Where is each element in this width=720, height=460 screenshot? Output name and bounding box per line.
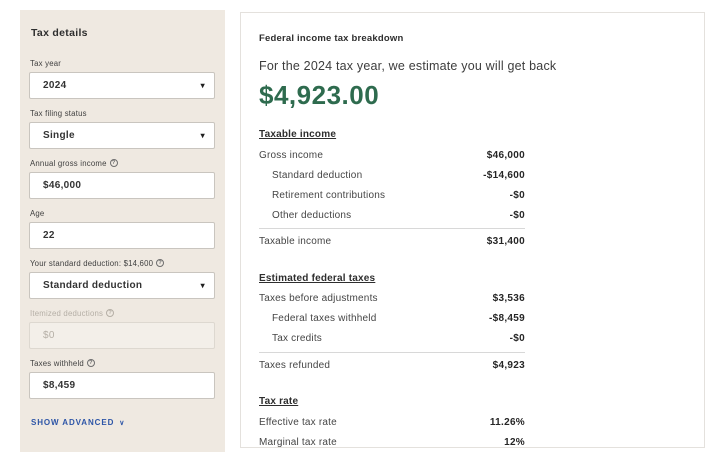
section-heading: Taxable income	[259, 129, 337, 140]
itemized-deductions-label: Itemized deductions ?	[30, 308, 215, 318]
tax-year-value: 2024	[43, 80, 67, 91]
filing-status-label: Tax filing status	[30, 108, 87, 118]
filing-status-select[interactable]: Single ▾	[29, 122, 215, 149]
table-row: Federal taxes withheld -$8,459	[272, 313, 525, 324]
gross-income-value: $46,000	[43, 180, 82, 191]
standard-deduction-label: Your standard deduction: $14,600 ?	[30, 258, 215, 268]
refund-subtitle: For the 2024 tax year, we estimate you w…	[259, 59, 557, 73]
table-row: Gross income $46,000	[259, 149, 525, 161]
sidebar-title: Tax details	[31, 27, 88, 39]
field-group-filing-status: Tax filing status Single ▾	[29, 108, 215, 149]
field-group-tax-year: Tax year 2024 ▾	[29, 58, 215, 99]
refund-amount: $4,923.00	[259, 80, 380, 110]
table-row: Retirement contributions -$0	[272, 189, 525, 201]
field-group-taxes-withheld: Taxes withheld ? $8,459	[29, 358, 215, 399]
age-label: Age	[30, 208, 45, 218]
section-taxable-income: Taxable income Gross income $46,000 Stan…	[259, 129, 525, 252]
taxes-withheld-value: $8,459	[43, 380, 76, 391]
taxes-withheld-label: Taxes withheld ?	[30, 358, 215, 368]
table-row: Standard deduction -$14,600	[272, 169, 525, 181]
tax-year-select[interactable]: 2024 ▾	[29, 72, 215, 99]
gross-income-label: Annual gross income ?	[30, 158, 215, 168]
deduction-type-value: Standard deduction	[43, 280, 143, 291]
taxes-withheld-input[interactable]: $8,459	[29, 372, 215, 399]
tax-details-sidebar: Tax details Tax year 2024 ▾ Tax filing s…	[20, 10, 225, 452]
chevron-down-icon: ▾	[200, 131, 205, 140]
info-icon[interactable]: ?	[106, 309, 115, 317]
table-row-total: Taxes refunded $4,923	[259, 351, 525, 376]
tax-breakdown-panel: Federal income tax breakdown For the 202…	[240, 12, 705, 448]
info-icon[interactable]: ?	[109, 159, 118, 167]
section-estimated-federal-taxes: Estimated federal taxes Taxes before adj…	[259, 273, 525, 376]
filing-status-value: Single	[43, 130, 75, 141]
show-advanced-link[interactable]: SHOW ADVANCED ∨	[31, 418, 126, 427]
deduction-type-select[interactable]: Standard deduction ▾	[29, 272, 215, 299]
panel-title: Federal income tax breakdown	[259, 33, 404, 44]
itemized-deductions-value: $0	[43, 330, 55, 341]
section-heading: Estimated federal taxes	[259, 272, 376, 284]
chevron-down-icon: ∨	[119, 419, 126, 427]
section-heading: Tax rate	[259, 396, 299, 407]
chevron-down-icon: ▾	[200, 81, 205, 90]
field-group-gross-income: Annual gross income ? $46,000	[29, 158, 215, 199]
info-icon[interactable]: ?	[86, 359, 95, 367]
gross-income-input[interactable]: $46,000	[29, 172, 215, 199]
table-row: Marginal tax rate 12%	[259, 436, 525, 448]
table-row: Effective tax rate 11.26%	[259, 416, 525, 428]
table-row-total: Taxable income $31,400	[259, 228, 525, 252]
field-group-age: Age 22	[29, 208, 215, 249]
field-group-itemized-deductions: Itemized deductions ? $0	[29, 308, 215, 349]
age-value: 22	[43, 230, 55, 241]
age-input[interactable]: 22	[29, 222, 215, 249]
itemized-deductions-input: $0	[29, 322, 215, 349]
breakdown-tables: Taxable income Gross income $46,000 Stan…	[259, 129, 525, 452]
field-group-standard-deduction: Your standard deduction: $14,600 ? Stand…	[29, 258, 215, 299]
table-row: Other deductions -$0	[272, 209, 525, 221]
info-icon[interactable]: ?	[156, 259, 165, 267]
chevron-down-icon: ▾	[200, 281, 205, 290]
table-row: Taxes before adjustments $3,536	[259, 293, 525, 304]
tax-year-label: Tax year	[30, 58, 62, 68]
table-row: Tax credits -$0	[272, 333, 525, 344]
section-tax-rate: Tax rate Effective tax rate 11.26% Margi…	[259, 396, 525, 452]
